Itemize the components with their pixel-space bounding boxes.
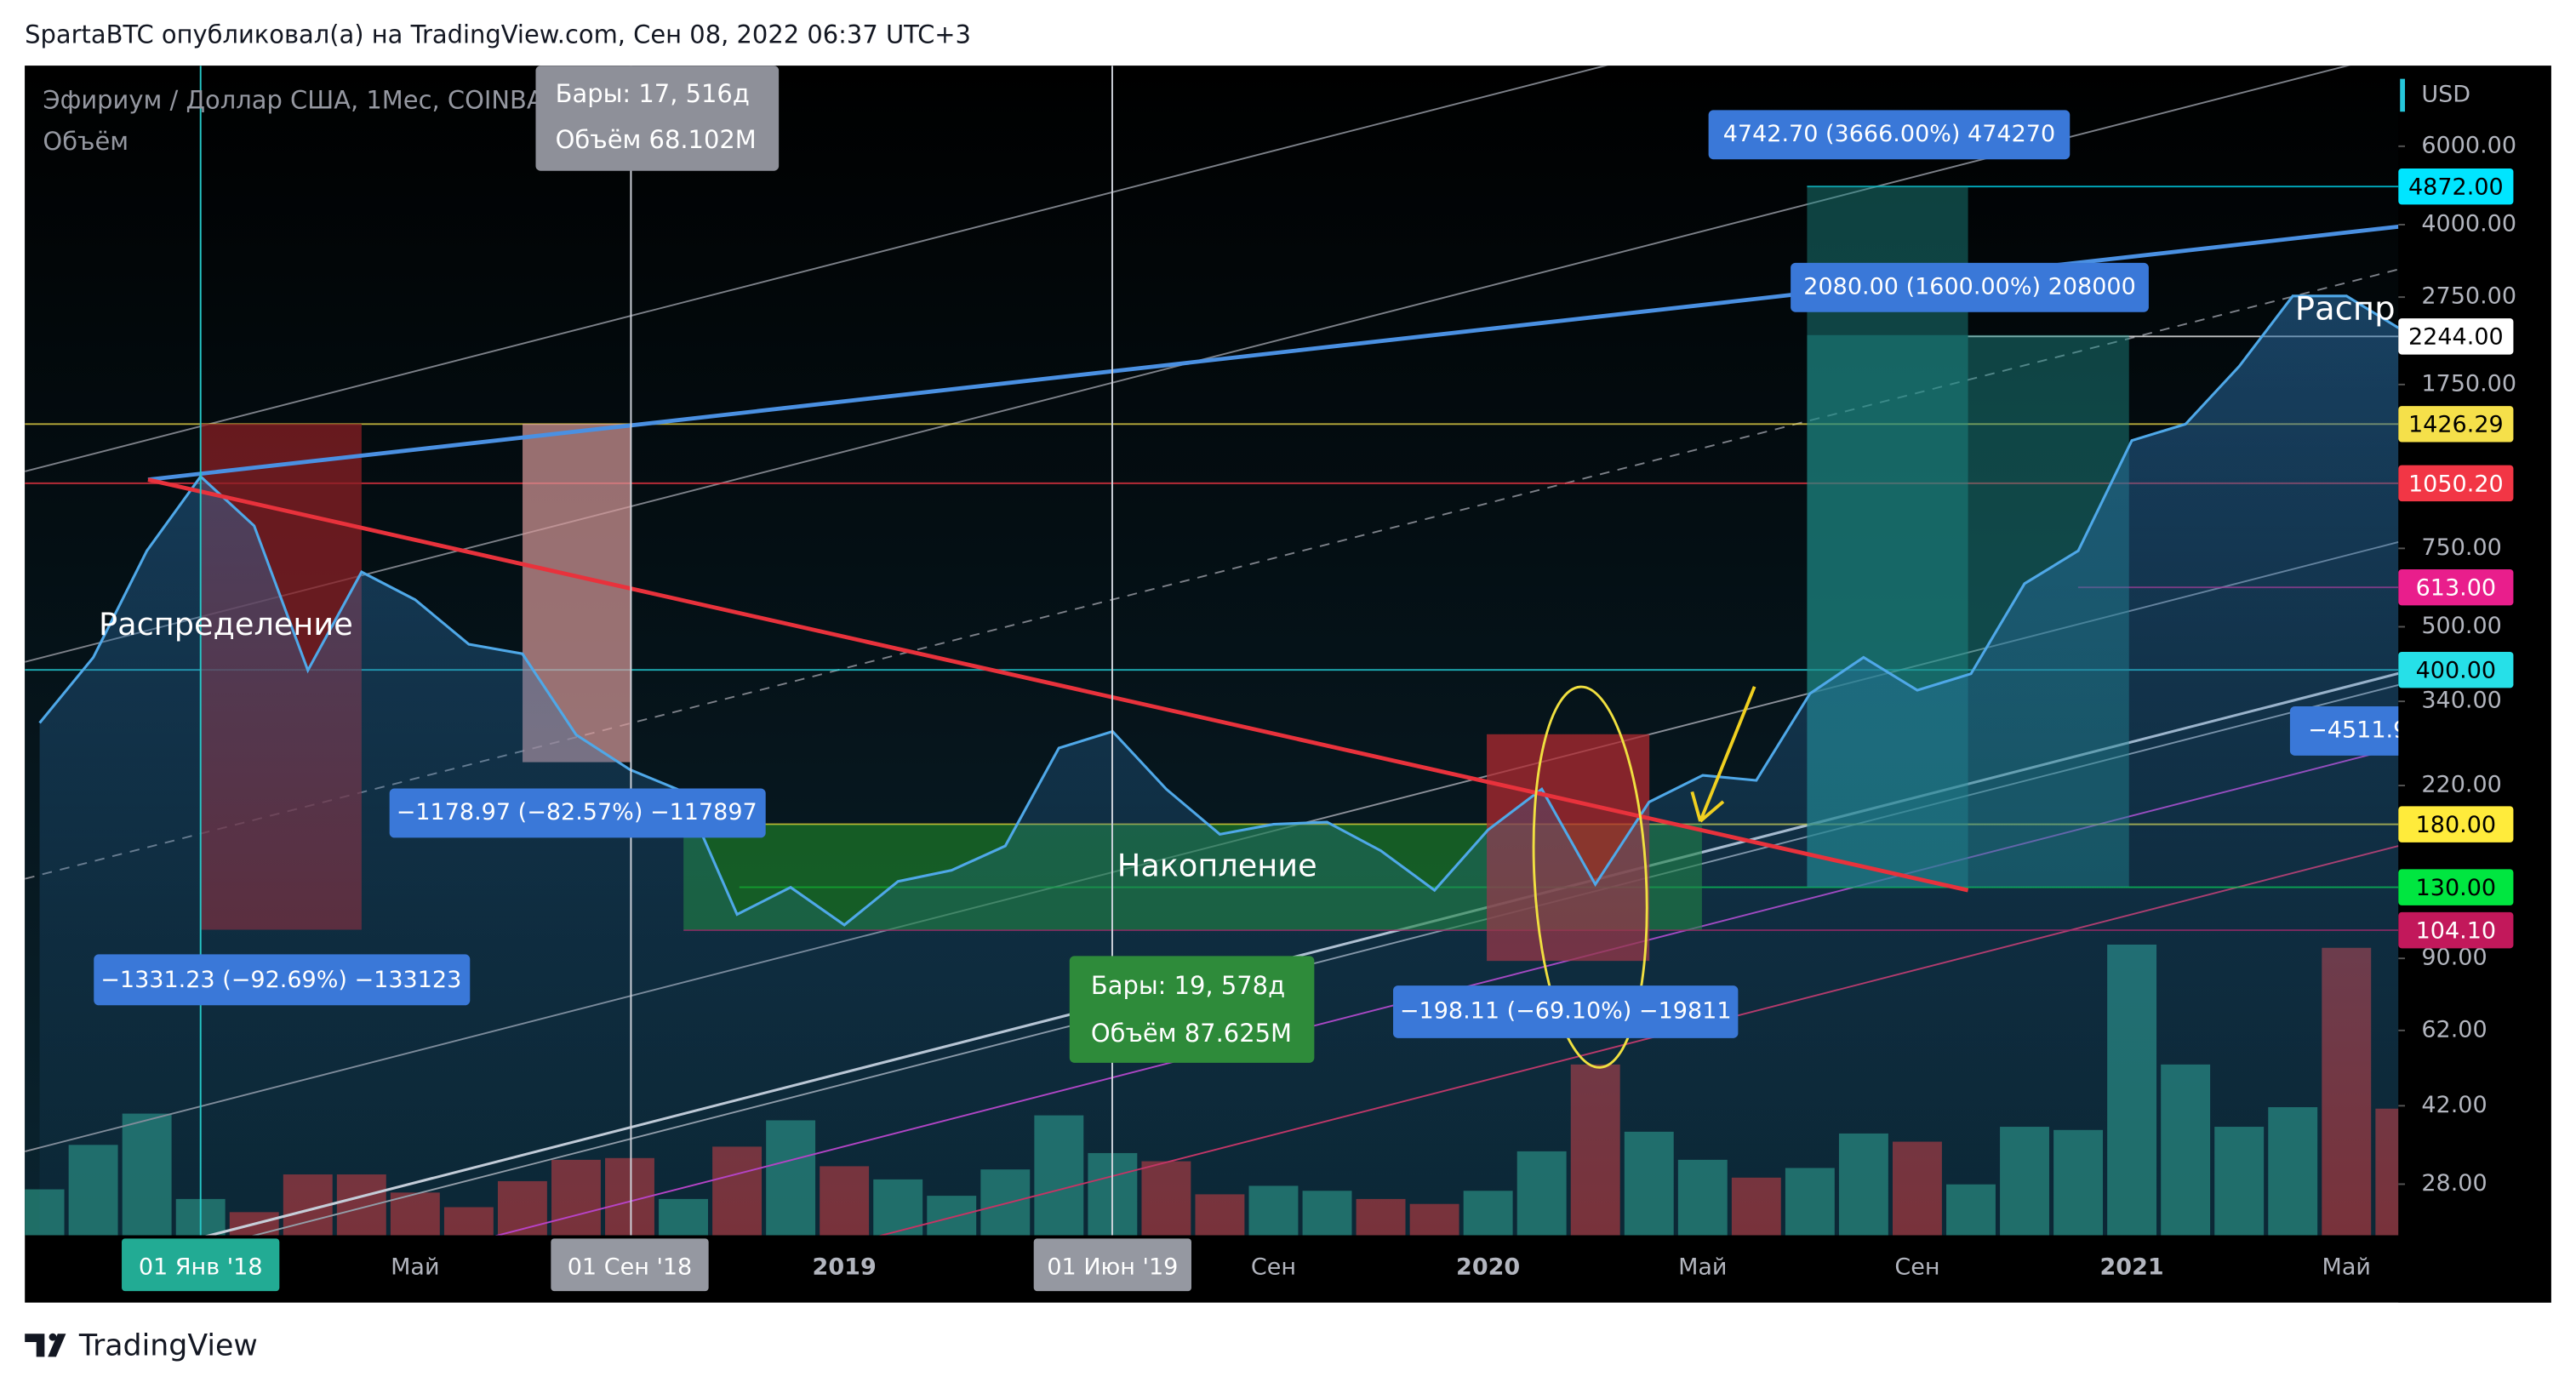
- annotation: Распр: [2295, 289, 2396, 328]
- measure-box: [94, 954, 471, 1006]
- price-label: 130.00: [2416, 875, 2497, 901]
- arrow: [1690, 686, 1756, 823]
- channel-line: [25, 268, 2399, 880]
- x-tick-label: 2020: [1456, 1254, 1520, 1281]
- price-label-box: [2398, 568, 2514, 606]
- y-tick-label: 4000.00: [2421, 210, 2516, 237]
- footer-logo-dot: [49, 1333, 57, 1341]
- measure-box: [1708, 110, 2071, 160]
- price-label: 400.00: [2416, 658, 2497, 684]
- x-tick-label: Май: [391, 1254, 439, 1281]
- annotation: Накопление: [1117, 848, 1317, 884]
- annotation: −4511.9: [2308, 717, 2408, 743]
- y-tick-label: 220.00: [2421, 772, 2502, 798]
- y-tick-label: 6000.00: [2421, 132, 2516, 158]
- price-label-box: [2398, 465, 2514, 502]
- bars-box: [1069, 956, 1315, 1063]
- y-tick-label: 750.00: [2421, 534, 2502, 561]
- price-label: 4872.00: [2408, 174, 2504, 201]
- price-label-box: [2398, 318, 2514, 355]
- annotation: −198.11 (−69.10%) −19811: [1400, 997, 1732, 1024]
- y-tick-label: 62.00: [2421, 1016, 2487, 1042]
- price-area: [39, 295, 2399, 1236]
- measure-box: [1791, 262, 2149, 312]
- x-tick-label: 01 Сен '18: [568, 1254, 693, 1281]
- y-tick-label: 1750.00: [2421, 370, 2516, 397]
- x-highlight-box: [1033, 1238, 1192, 1292]
- footer-brand: TradingView: [78, 1329, 258, 1363]
- x-tick-label: 2021: [2100, 1254, 2164, 1281]
- price-label: 613.00: [2416, 575, 2497, 602]
- byline: SpartaBTC опубликовал(а) на TradingView.…: [25, 20, 971, 49]
- y-tick-label: 2750.00: [2421, 283, 2516, 310]
- price-label: 1050.20: [2408, 471, 2504, 497]
- x-axis: 01 Янв '18 Май 01 Сен '18 2019 01 Июн '19 Сен…: [122, 1238, 2371, 1292]
- axis-marker: [2400, 78, 2406, 112]
- measure-box: [1393, 985, 1739, 1038]
- footer-logo: [25, 1334, 66, 1357]
- y-axis: 6000.00 4000.00 2750.00 1750.00 750.00 500.00…: [2398, 132, 2516, 1197]
- measure-box: [389, 788, 766, 838]
- x-highlight-box: [551, 1238, 709, 1292]
- price-label-box: [2398, 651, 2514, 688]
- price-layer: [38, 294, 2399, 1236]
- annotation: −1178.97 (−82.57%) −117897: [397, 799, 757, 825]
- measure-box: [2289, 705, 2406, 756]
- annotation: Бары: 19, 578д: [1091, 971, 1285, 1000]
- y-tick-label: 340.00: [2421, 688, 2502, 714]
- x-tick-label: Сен: [1251, 1254, 1296, 1281]
- y-tick-label: 500.00: [2421, 613, 2502, 639]
- y-tick-label: 28.00: [2421, 1170, 2487, 1197]
- price-label-box: [2398, 911, 2514, 949]
- x-tick-label: Сен: [1894, 1254, 1939, 1281]
- price-label-box: [2398, 806, 2514, 843]
- annotation: Бары: 17, 516д: [556, 79, 750, 108]
- price-label-box: [2398, 406, 2514, 443]
- plot: [25, 66, 2399, 1236]
- price-line: [38, 294, 2399, 927]
- x-tick-label: Май: [2322, 1254, 2371, 1281]
- hand-drawn-ellipse: [1532, 685, 1648, 1069]
- channel-line: [25, 66, 1608, 472]
- price-label: 2244.00: [2408, 324, 2504, 351]
- annotation: 2080.00 (1600.00%) 208000: [1803, 273, 2136, 300]
- x-tick-label: 2019: [813, 1254, 877, 1281]
- x-tick-label: 01 Июн '19: [1047, 1254, 1178, 1281]
- price-label-box: [2398, 168, 2514, 205]
- annotation: Распределение: [99, 606, 353, 643]
- bars-box: [535, 66, 780, 171]
- currency: USD: [2421, 81, 2470, 107]
- price-label: 180.00: [2416, 812, 2497, 838]
- legend-series: Эфириум / Доллар США, 1Мес, COINBASE: [43, 86, 574, 115]
- price-label-box: [2398, 869, 2514, 905]
- legend-volume: Объём: [43, 127, 129, 156]
- annotation: Объём 68.102M: [556, 125, 757, 154]
- price-label: 1426.29: [2408, 412, 2504, 438]
- price-label: 104.10: [2416, 918, 2497, 945]
- x-tick-label: 01 Янв '18: [139, 1254, 263, 1281]
- y-tick-label: 90.00: [2421, 945, 2487, 971]
- y-tick-label: 42.00: [2421, 1092, 2487, 1118]
- trend-line: [147, 477, 1969, 893]
- x-tick-label: Май: [1678, 1254, 1727, 1281]
- annotation: −1331.23 (−92.69%) −133123: [100, 967, 461, 993]
- annotation: 4742.70 (3666.00%) 474270: [1723, 121, 2056, 147]
- x-highlight-box: [122, 1238, 280, 1292]
- annotation: Объём 87.625M: [1091, 1019, 1292, 1048]
